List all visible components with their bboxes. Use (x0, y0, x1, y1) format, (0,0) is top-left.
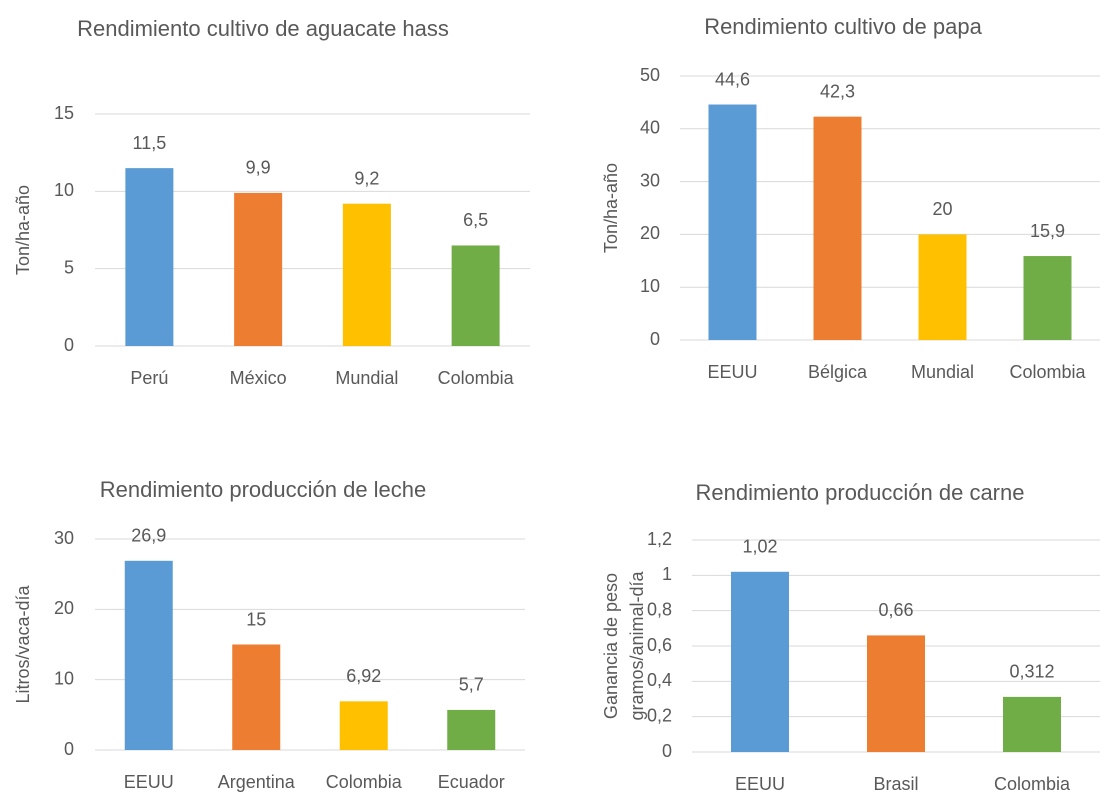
y-tick-label: 10 (640, 276, 660, 296)
y-tick-label: 1,2 (647, 529, 672, 549)
x-tick-label: EEUU (735, 774, 785, 794)
bar (731, 571, 789, 752)
bar (339, 701, 388, 750)
data-label: 6,92 (346, 666, 381, 686)
y-axis-label: Litros/vaca-día (13, 584, 33, 703)
x-tick-label: Colombia (438, 368, 515, 388)
data-label: 15,9 (1030, 221, 1065, 241)
bar (918, 234, 967, 340)
y-tick-label: 30 (640, 170, 660, 190)
y-tick-label: 0,4 (647, 670, 672, 690)
data-label: 9,2 (354, 168, 379, 188)
bar (1023, 256, 1072, 340)
x-tick-label: EEUU (124, 772, 174, 792)
chart-panel: Rendimiento cultivo de aguacate hass Ton/… (13, 16, 530, 388)
chart-panel: Rendimiento producción de carne Ganancia … (601, 480, 1100, 794)
y-axis-label: Ton/ha-año (601, 163, 621, 253)
chart-title-box: Rendimiento cultivo de aguacate hass (77, 16, 449, 41)
data-label: 26,9 (131, 526, 166, 546)
y-axis-label: gramos/animal-día (627, 570, 647, 720)
y-axis-label: Ganancia de peso (601, 573, 621, 719)
x-tick-label: Colombia (1009, 362, 1086, 382)
bar (813, 116, 862, 340)
x-tick-label: México (230, 368, 287, 388)
bar (342, 203, 391, 346)
chart-title: Rendimiento producción de leche (99, 477, 427, 502)
bar (234, 192, 283, 346)
data-label: 9,9 (246, 158, 271, 178)
data-label: 44,6 (715, 69, 750, 89)
data-label: 0,312 (1009, 662, 1054, 682)
chart-title-box: Rendimiento producción de leche (99, 477, 427, 502)
x-tick-label: Bélgica (808, 362, 868, 382)
y-tick-label: 20 (640, 223, 660, 243)
chart-title-box: Rendimiento cultivo de papa (704, 14, 982, 39)
data-label: 42,3 (820, 81, 855, 101)
x-tick-label: EEUU (707, 362, 757, 382)
y-tick-label: 0 (650, 329, 660, 349)
y-tick-label: 5 (64, 257, 74, 277)
y-axis-label: Ton/ha-año (13, 185, 33, 275)
data-label: 5,7 (459, 675, 484, 695)
data-label: 6,5 (463, 210, 488, 230)
chart-title: Rendimiento cultivo de aguacate hass (77, 16, 449, 41)
bar (451, 245, 500, 346)
x-tick-label: Mundial (335, 368, 398, 388)
chart-panel: Rendimiento cultivo de papa Ton/ha-año 0 10… (601, 14, 1100, 382)
data-label: 0,66 (878, 600, 913, 620)
x-tick-label: Colombia (326, 772, 403, 792)
bar (867, 635, 925, 752)
data-label: 1,02 (742, 537, 777, 557)
data-label: 20 (932, 199, 952, 219)
y-tick-label: 15 (54, 103, 74, 123)
y-tick-label: 0 (64, 739, 74, 759)
bar (1003, 696, 1061, 752)
y-tick-label: 1 (662, 564, 672, 584)
y-tick-label: 0,6 (647, 635, 672, 655)
y-tick-label: 0,2 (647, 705, 672, 725)
x-tick-label: Colombia (994, 774, 1071, 794)
data-label: 11,5 (133, 133, 167, 153)
bar (447, 709, 496, 750)
chart-panel: Rendimiento producción de leche Litros/va… (13, 477, 525, 792)
y-tick-label: 10 (54, 668, 74, 688)
chart-title-box: Rendimiento producción de carne (695, 480, 1025, 505)
x-tick-label: Perú (130, 368, 168, 388)
chart-title: Rendimiento producción de carne (695, 480, 1025, 505)
y-tick-label: 50 (640, 65, 660, 85)
y-tick-label: 0,8 (647, 599, 672, 619)
y-tick-label: 0 (64, 335, 74, 355)
x-tick-label: Brasil (873, 774, 918, 794)
bar (124, 560, 173, 750)
y-tick-label: 20 (54, 598, 74, 618)
x-tick-label: Argentina (218, 772, 296, 792)
bar (125, 168, 174, 346)
x-tick-label: Ecuador (438, 772, 505, 792)
y-tick-label: 30 (54, 528, 74, 548)
bar (708, 104, 757, 341)
data-label: 15 (246, 609, 266, 629)
y-tick-label: 0 (662, 741, 672, 761)
x-tick-label: Mundial (911, 362, 974, 382)
y-tick-label: 40 (640, 118, 660, 138)
bar (232, 644, 281, 750)
y-tick-label: 10 (54, 180, 74, 200)
chart-title: Rendimiento cultivo de papa (704, 14, 982, 39)
